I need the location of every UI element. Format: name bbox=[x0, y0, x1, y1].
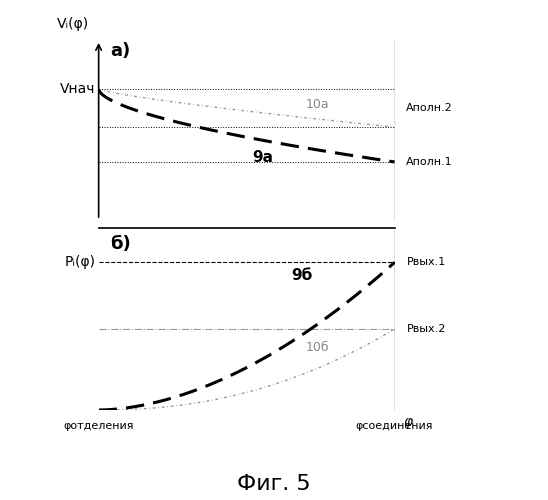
Text: Рвых.2: Рвых.2 bbox=[407, 324, 446, 334]
Text: 9а: 9а bbox=[253, 150, 273, 166]
Bar bbox=[402, 86, 443, 165]
Text: а): а) bbox=[111, 42, 131, 60]
Text: б): б) bbox=[111, 236, 131, 254]
Text: Аполн.2: Аполн.2 bbox=[407, 103, 453, 113]
Text: Pᵢ(φ): Pᵢ(φ) bbox=[65, 256, 96, 270]
Text: 10б: 10б bbox=[306, 340, 329, 353]
Text: φ: φ bbox=[403, 416, 413, 430]
Text: 9б: 9б bbox=[291, 268, 312, 283]
Text: φотделения: φотделения bbox=[64, 421, 134, 431]
Text: 10а: 10а bbox=[306, 98, 329, 112]
Text: φсоединения: φсоединения bbox=[356, 421, 433, 431]
Text: Vнач: Vнач bbox=[60, 82, 96, 96]
Text: Рвых.1: Рвых.1 bbox=[407, 258, 446, 268]
Text: Фиг. 5: Фиг. 5 bbox=[237, 474, 311, 494]
Text: Vᵢ(φ): Vᵢ(φ) bbox=[57, 17, 89, 31]
Text: Аполн.1: Аполн.1 bbox=[407, 157, 453, 167]
